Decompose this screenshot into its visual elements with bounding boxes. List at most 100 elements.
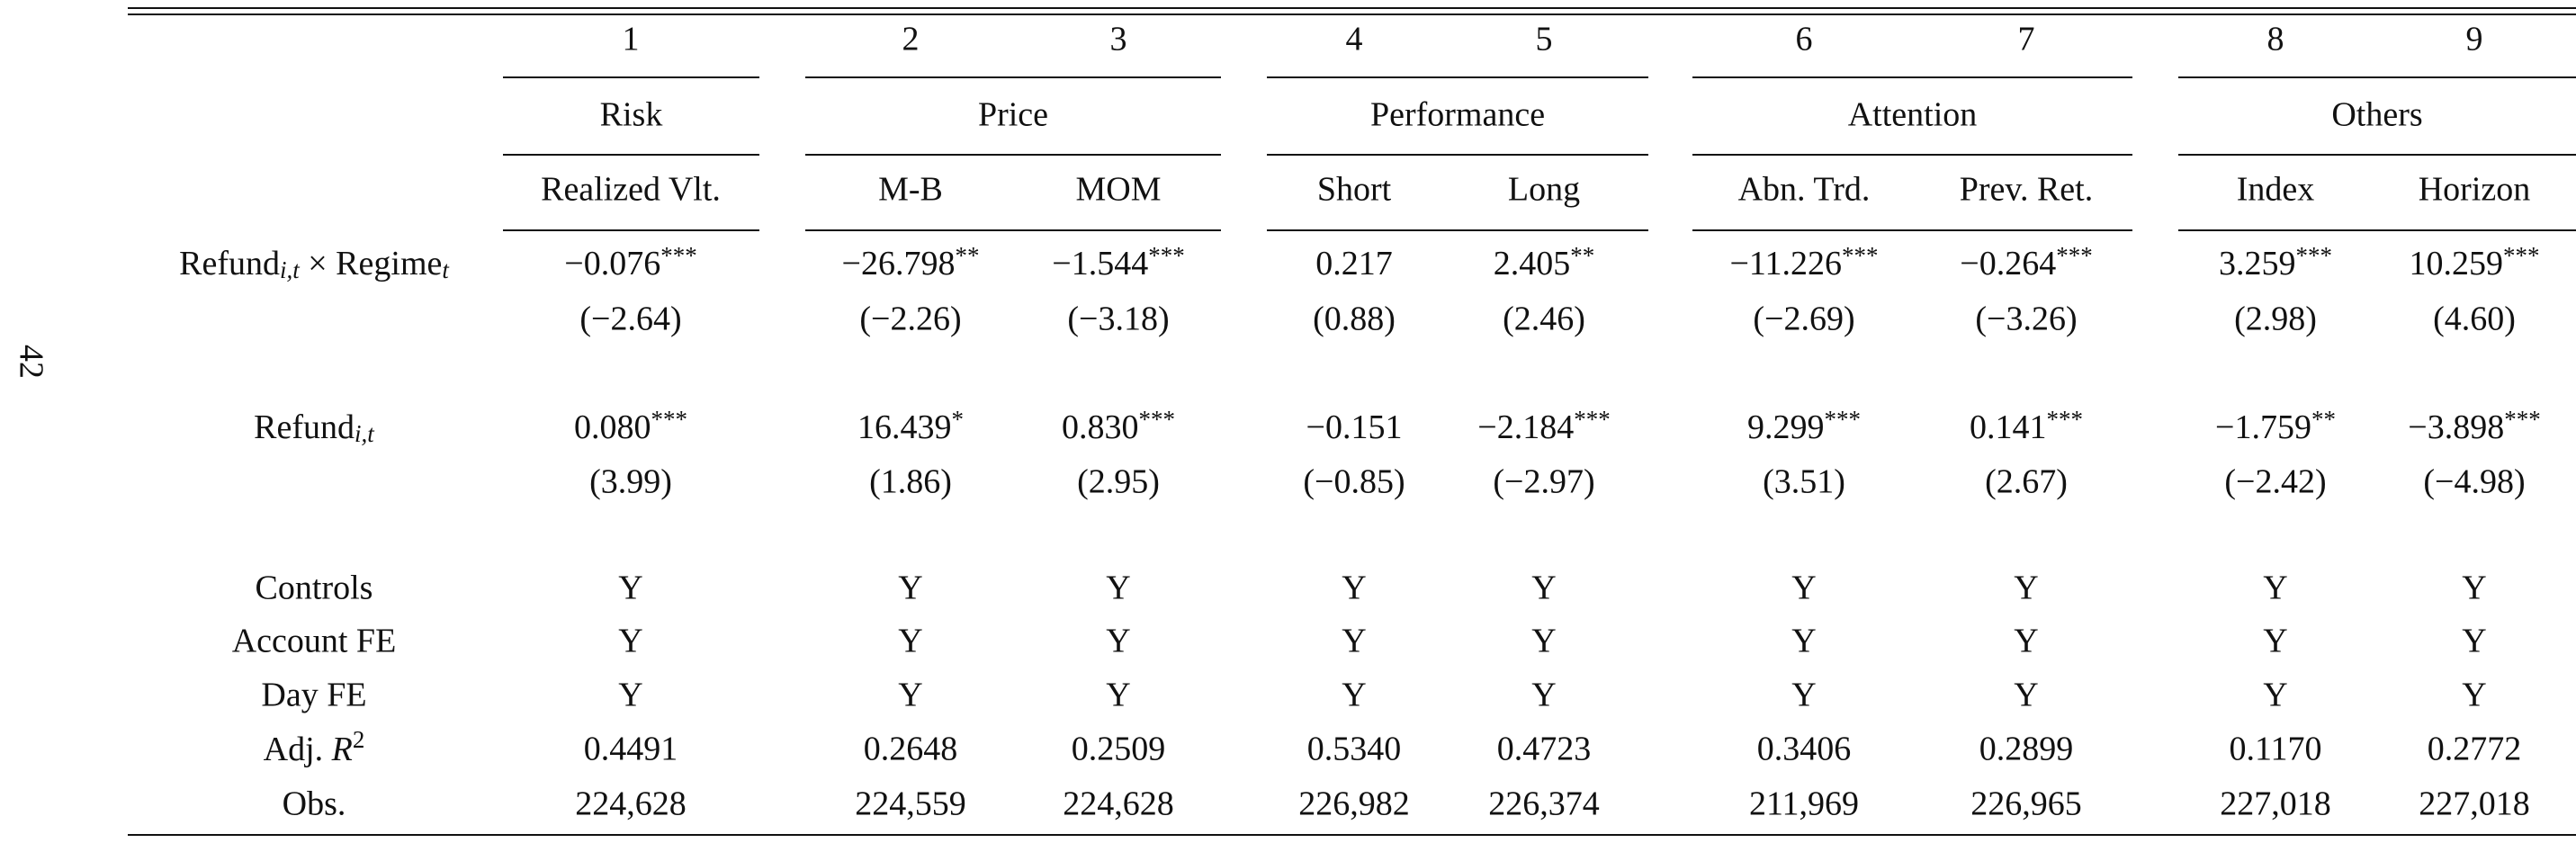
- cell: Y: [1791, 623, 1816, 660]
- significance-stars: ***: [2056, 242, 2093, 269]
- t-statistic: (4.60): [2433, 300, 2516, 338]
- page-number: 42: [12, 345, 49, 379]
- row-label: Adj. R2: [264, 726, 365, 767]
- label-subscript: i,t: [355, 420, 375, 447]
- coefficient: −0.076***: [564, 242, 696, 282]
- cell: 224,628: [575, 785, 687, 823]
- coefficient: −11.226***: [1729, 242, 1878, 282]
- estimate: −1.759: [2215, 408, 2311, 446]
- cell: Y: [2462, 623, 2486, 660]
- cell: 0.2509: [1072, 731, 1166, 768]
- significance-stars: ***: [660, 242, 697, 269]
- estimate: 9.299: [1747, 408, 1825, 446]
- group-label: Price: [978, 96, 1048, 134]
- label-subscript: i,t: [280, 256, 301, 283]
- cell: Y: [1342, 623, 1366, 660]
- cell: 227,018: [2220, 785, 2331, 823]
- label-text: Adj.: [264, 731, 332, 768]
- t-statistic: (−2.97): [1493, 463, 1594, 501]
- estimate: 0.141: [1970, 408, 2047, 446]
- cell: 224,628: [1063, 785, 1174, 823]
- significance-stars: ***: [1574, 406, 1611, 433]
- coefficient: 0.080***: [574, 406, 687, 446]
- cell: Y: [898, 623, 922, 660]
- cell: Y: [1531, 677, 1556, 714]
- column-label: MOM: [1075, 171, 1161, 209]
- row-label: Obs.: [283, 785, 346, 823]
- t-statistic: (−2.69): [1753, 300, 1854, 338]
- significance-stars: **: [955, 242, 979, 269]
- significance-stars: ***: [1825, 406, 1862, 433]
- estimate: 0.830: [1062, 408, 1139, 446]
- column-label: Index: [2237, 171, 2315, 209]
- t-statistic: (−2.26): [859, 300, 961, 338]
- t-statistic: (−3.26): [1975, 300, 2077, 338]
- cell: Y: [1342, 569, 1366, 607]
- row-label: Day FE: [261, 677, 366, 714]
- cell: Y: [1791, 677, 1816, 714]
- estimate: −1.544: [1052, 245, 1148, 282]
- t-statistic: (2.67): [1985, 463, 2068, 501]
- column-label: M-B: [878, 171, 943, 209]
- t-statistic: (1.86): [869, 463, 952, 501]
- coefficient: −2.184***: [1477, 406, 1610, 446]
- label-text: Refund: [179, 245, 280, 282]
- column-label: Abn. Trd.: [1738, 171, 1871, 209]
- coefficient: 0.830***: [1062, 406, 1175, 446]
- estimate: 16.439: [857, 408, 952, 446]
- cell: 226,374: [1488, 785, 1600, 823]
- cell: Y: [1342, 677, 1366, 714]
- significance-stars: **: [2311, 406, 2336, 433]
- estimate: −0.151: [1306, 408, 1403, 446]
- coefficient: 0.217: [1315, 245, 1393, 282]
- label-text: × Regime: [300, 245, 443, 282]
- estimate: 0.217: [1315, 245, 1393, 282]
- significance-stars: ***: [2503, 242, 2540, 269]
- column-number: 2: [902, 21, 920, 58]
- cell: 227,018: [2419, 785, 2530, 823]
- row-label: Refundi,t: [254, 408, 375, 447]
- cell: Y: [1531, 569, 1556, 607]
- column-label: Horizon: [2419, 171, 2531, 209]
- significance-stars: ***: [1148, 242, 1185, 269]
- cell: Y: [898, 569, 922, 607]
- coefficient: −3.898***: [2408, 406, 2540, 446]
- t-statistic: (0.88): [1313, 300, 1396, 338]
- column-label: Realized Vlt.: [541, 171, 721, 209]
- column-label: Short: [1317, 171, 1392, 209]
- cell: 0.1170: [2229, 731, 2321, 768]
- group-label: Risk: [600, 96, 663, 134]
- estimate: −11.226: [1729, 245, 1842, 282]
- cell: 211,969: [1749, 785, 1859, 823]
- row-label: Account FE: [232, 623, 397, 660]
- cell: 0.2648: [864, 731, 958, 768]
- cell: 0.3406: [1757, 731, 1852, 768]
- t-statistic: (2.98): [2234, 300, 2317, 338]
- cell: Y: [1106, 677, 1130, 714]
- cell: 226,982: [1298, 785, 1410, 823]
- coefficient: 0.141***: [1970, 406, 2083, 446]
- column-number: 9: [2466, 21, 2483, 58]
- cell: Y: [1106, 569, 1130, 607]
- column-number: 7: [2018, 21, 2035, 58]
- cell: Y: [2462, 569, 2486, 607]
- column-label: Long: [1508, 171, 1580, 209]
- cell: Y: [618, 569, 642, 607]
- t-statistic: (−3.18): [1067, 300, 1169, 338]
- cell: Y: [2263, 569, 2287, 607]
- coefficient: 2.405**: [1494, 242, 1595, 282]
- cell: Y: [2014, 677, 2038, 714]
- significance-stars: ***: [1842, 242, 1879, 269]
- estimate: 10.259: [2410, 245, 2504, 282]
- label-subscript: t: [442, 256, 450, 283]
- cell: Y: [618, 623, 642, 660]
- cell: 0.4491: [584, 731, 678, 768]
- cell: Y: [2014, 569, 2038, 607]
- estimate: −0.264: [1960, 245, 2056, 282]
- significance-stars: ***: [1139, 406, 1176, 433]
- group-label: Attention: [1848, 96, 1978, 134]
- cell: Y: [1531, 623, 1556, 660]
- column-number: 5: [1536, 21, 1553, 58]
